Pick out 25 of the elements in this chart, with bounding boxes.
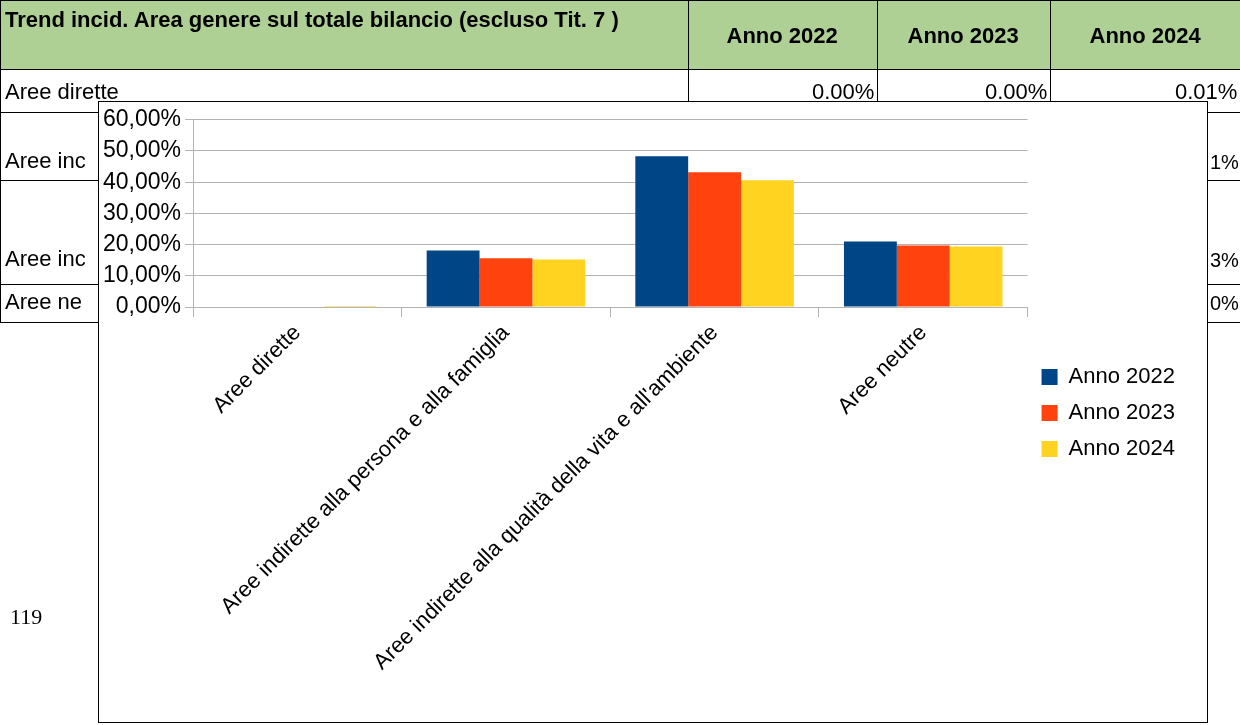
text: Anno 2024 bbox=[1089, 23, 1201, 48]
y-tick-label: 30,00% bbox=[102, 198, 182, 225]
y-tick-label: 50,00% bbox=[102, 136, 182, 163]
text: Trend incid. Area genere sul totale bilancio (escluso Tit. 7 ) bbox=[5, 7, 620, 32]
y-tick-label: 60,00% bbox=[102, 105, 182, 132]
text: 0.00% bbox=[812, 79, 875, 104]
text: 0% bbox=[1210, 291, 1239, 315]
text: Aree dirette bbox=[5, 79, 119, 104]
text: 1% bbox=[1210, 150, 1239, 174]
text: Anno 2023 bbox=[907, 23, 1019, 48]
y-tick-label: 20,00% bbox=[102, 229, 182, 256]
text: Anno 2022 bbox=[726, 23, 838, 48]
text: Aree inc bbox=[5, 148, 86, 173]
text: 119 bbox=[10, 604, 43, 629]
text: 3% bbox=[1210, 248, 1239, 272]
y-tick-label: 40,00% bbox=[102, 167, 182, 194]
legend-label: Anno 2024 bbox=[1068, 435, 1175, 461]
text: Aree ne bbox=[5, 289, 83, 314]
y-tick-label: 10,00% bbox=[102, 261, 182, 288]
y-tick-label: 0,00% bbox=[115, 292, 182, 319]
text: 0.01% bbox=[1175, 79, 1238, 104]
text: 0.00% bbox=[985, 79, 1048, 104]
text: Aree inc bbox=[5, 246, 86, 271]
legend-label: Anno 2023 bbox=[1068, 399, 1175, 425]
legend-label: Anno 2022 bbox=[1068, 363, 1175, 389]
